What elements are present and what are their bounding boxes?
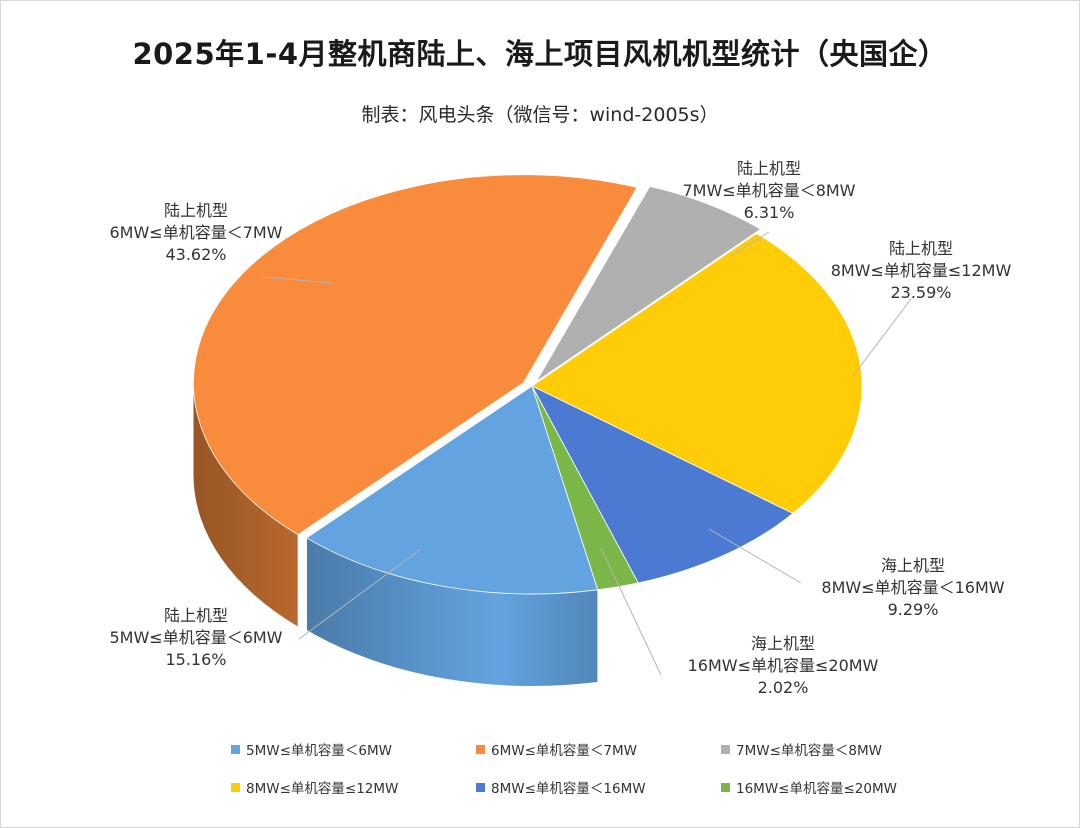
legend-label: 16MW≤单机容量≤20MW <box>736 781 897 797</box>
leader-line-0 <box>298 548 422 640</box>
legend-swatch <box>231 744 240 754</box>
legend-label: 8MW≤单机容量＜16MW <box>491 781 646 797</box>
legend-swatch <box>721 782 730 792</box>
pie-slice-side-0 <box>306 537 598 687</box>
slice-range: 5MW≤单机容量＜6MW <box>109 628 282 647</box>
legend-label: 5MW≤单机容量＜6MW <box>246 743 392 759</box>
slice-label-4: 海上机型 8MW≤单机容量＜16MW 9.29% <box>821 556 1004 619</box>
legend-item-2: 7MW≤单机容量＜8MW <box>721 739 966 759</box>
slice-label-5: 海上机型 16MW≤单机容量≤20MW 2.02% <box>688 634 879 697</box>
slice-label-3: 陆上机型 8MW≤单机容量≤12MW 23.59% <box>831 239 1012 302</box>
legend-item-3: 8MW≤单机容量≤12MW <box>231 777 476 797</box>
legend: 5MW≤单机容量＜6MW 6MW≤单机容量＜7MW 7MW≤单机容量＜8MW 8MW≤… <box>231 739 991 797</box>
leader-line-5 <box>600 547 662 676</box>
slice-percent: 23.59% <box>890 283 951 302</box>
pie-slice-2 <box>535 185 762 383</box>
legend-label: 8MW≤单机容量≤12MW <box>246 781 399 797</box>
legend-swatch <box>476 744 485 754</box>
pie-slice-side-1 <box>193 382 299 627</box>
slice-category: 陆上机型 <box>164 201 228 220</box>
slice-label-1: 陆上机型 6MW≤单机容量＜7MW 43.62% <box>109 201 282 264</box>
slice-range: 8MW≤单机容量≤12MW <box>831 261 1012 280</box>
slice-percent: 15.16% <box>165 650 226 669</box>
slice-category: 海上机型 <box>751 634 815 653</box>
leader-line-3 <box>852 298 912 377</box>
slice-category: 陆上机型 <box>164 606 228 625</box>
slice-percent: 2.02% <box>758 678 809 697</box>
slice-percent: 9.29% <box>888 600 939 619</box>
slice-label-2: 陆上机型 7MW≤单机容量＜8MW 6.31% <box>682 159 855 222</box>
slice-percent: 6.31% <box>744 203 795 222</box>
legend-label: 6MW≤单机容量＜7MW <box>491 743 637 759</box>
leader-line-4 <box>708 528 802 584</box>
chart-title: 2025年1-4月整机商陆上、海上项目风机机型统计（央国企） <box>132 37 948 71</box>
pie-slice-4 <box>531 385 794 584</box>
leader-line-1 <box>262 276 332 284</box>
pie-slice-3 <box>531 233 863 514</box>
legend-item-1: 6MW≤单机容量＜7MW <box>476 739 721 759</box>
legend-item-4: 8MW≤单机容量＜16MW <box>476 777 721 797</box>
pie-slice-5 <box>531 385 639 591</box>
slice-percent: 43.62% <box>165 245 226 264</box>
legend-swatch <box>476 782 485 792</box>
legend-swatch <box>231 782 240 792</box>
slice-label-0: 陆上机型 5MW≤单机容量＜6MW 15.16% <box>109 606 282 669</box>
legend-label: 7MW≤单机容量＜8MW <box>736 743 882 759</box>
slice-range: 7MW≤单机容量＜8MW <box>682 181 855 200</box>
legend-item-5: 16MW≤单机容量≤20MW <box>721 777 966 797</box>
leader-line-2 <box>730 231 770 257</box>
slice-range: 6MW≤单机容量＜7MW <box>109 223 282 242</box>
pie-slice-1 <box>193 174 638 536</box>
legend-swatch <box>721 744 730 754</box>
slice-category: 海上机型 <box>881 556 945 575</box>
slice-range: 16MW≤单机容量≤20MW <box>688 656 879 675</box>
chart-subtitle: 制表：风电头条（微信号：wind-2005s） <box>361 104 719 126</box>
slice-category: 陆上机型 <box>889 239 953 258</box>
legend-item-0: 5MW≤单机容量＜6MW <box>231 739 476 759</box>
slice-range: 8MW≤单机容量＜16MW <box>821 578 1004 597</box>
pie-slice-0 <box>305 385 599 595</box>
slice-category: 陆上机型 <box>737 159 801 178</box>
